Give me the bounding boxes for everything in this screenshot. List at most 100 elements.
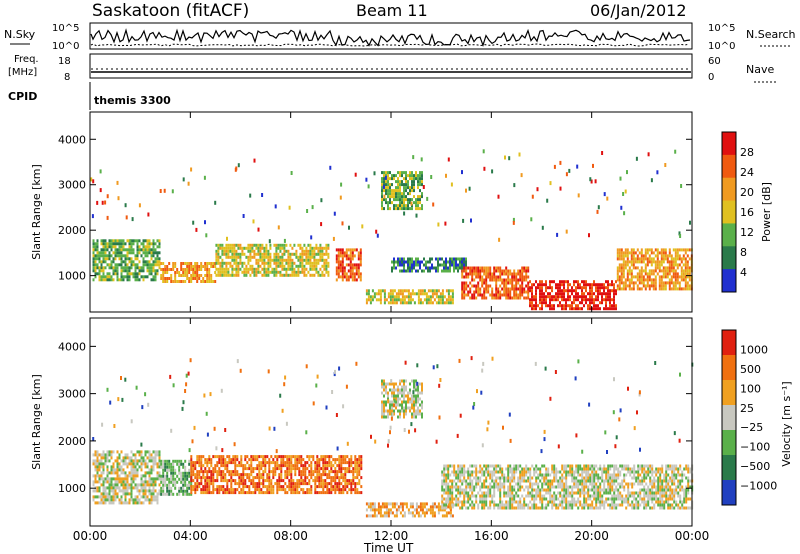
power-cell [281, 267, 284, 271]
power-cell [349, 260, 352, 264]
power-cell [311, 255, 314, 259]
velocity-cell [391, 400, 393, 404]
power-cell [100, 254, 103, 258]
velocity-cell [192, 488, 195, 492]
velocity-cell [118, 453, 121, 457]
power-cell [140, 266, 143, 270]
power-cell [668, 269, 671, 273]
velocity-cell [204, 470, 207, 474]
velocity-cell [513, 488, 516, 492]
power-cell [611, 289, 613, 293]
power-cell [355, 263, 358, 267]
power-cell [182, 271, 185, 274]
velocity-cell [262, 461, 265, 465]
power-speckle [497, 194, 500, 199]
power-cell [425, 298, 428, 302]
velocity-region [381, 379, 423, 419]
velocity-cell [385, 511, 388, 515]
power-cell [620, 254, 623, 258]
power-cell [601, 292, 603, 296]
velocity-cell [441, 506, 444, 510]
power-cell [114, 248, 117, 252]
power-cell [529, 286, 531, 290]
power-cell [124, 248, 127, 252]
power-cell [445, 260, 447, 264]
power-cell [235, 261, 238, 265]
velocity-cell [503, 503, 506, 507]
power-cell [174, 280, 177, 283]
power-cell [303, 249, 306, 253]
velocity-cell [509, 482, 512, 486]
power-cell [110, 239, 113, 243]
velocity-cell [419, 382, 421, 386]
velocity-cell [328, 488, 331, 492]
power-cell [154, 257, 157, 261]
power-cell [507, 293, 510, 297]
noise-search-trace [90, 43, 690, 47]
power-cell [305, 258, 308, 262]
velocity-cell [218, 461, 221, 465]
power-cell [118, 254, 121, 258]
power-cell [638, 278, 641, 282]
power-cell [668, 281, 671, 285]
power-cell [225, 246, 228, 250]
velocity-cell [302, 467, 305, 471]
power-cell [223, 252, 226, 256]
velocity-cell [491, 497, 494, 501]
velocity-cell [332, 476, 335, 480]
power-cell [98, 272, 101, 276]
velocity-cell [527, 503, 530, 507]
power-cell [543, 292, 545, 296]
power-cell [100, 263, 103, 267]
velocity-cell [210, 473, 213, 477]
power-cell [499, 278, 502, 282]
velocity-cell [354, 470, 357, 474]
power-cell [186, 265, 189, 268]
power-cell [387, 171, 389, 175]
power-cell [413, 201, 415, 205]
velocity-cell [443, 482, 446, 486]
velocity-cell [122, 459, 125, 463]
power-cell [407, 263, 409, 267]
velocity-cell [196, 488, 199, 492]
power-cell [323, 267, 326, 271]
power-cell [235, 249, 238, 253]
power-speckle [445, 173, 447, 178]
power-cell [624, 251, 627, 255]
velocity-cell [206, 473, 209, 477]
power-cell [547, 304, 549, 308]
power-cell [291, 267, 294, 271]
velocity-cell [256, 473, 259, 477]
velocity-cell [429, 511, 432, 515]
power-cell [337, 272, 340, 276]
power-cell [585, 286, 587, 290]
velocity-cell [228, 488, 231, 492]
power-speckle [689, 220, 691, 225]
power-cell [509, 278, 512, 282]
velocity-cell [475, 470, 478, 474]
power-speckle [129, 239, 132, 244]
velocity-cell [250, 467, 253, 471]
power-cell [419, 266, 421, 270]
velocity-cell [409, 502, 412, 506]
power-cell [261, 258, 264, 262]
power-cell [678, 263, 681, 267]
power-cell [511, 272, 514, 276]
power-cell [188, 262, 191, 265]
velocity-cell [531, 482, 534, 486]
velocity-cell [352, 488, 355, 492]
velocity-cell [268, 482, 271, 486]
power-cell [124, 254, 127, 258]
velocity-cell [465, 470, 468, 474]
power-cell [267, 255, 270, 259]
power-cell [104, 254, 107, 258]
power-cell [345, 275, 348, 279]
power-cell [471, 275, 474, 279]
power-speckle [620, 205, 623, 210]
power-cell [419, 260, 421, 264]
power-cell [475, 296, 478, 300]
velocity-cell [473, 464, 476, 468]
power-cell [204, 280, 207, 283]
power-cell [313, 258, 316, 262]
power-cell [471, 296, 474, 300]
